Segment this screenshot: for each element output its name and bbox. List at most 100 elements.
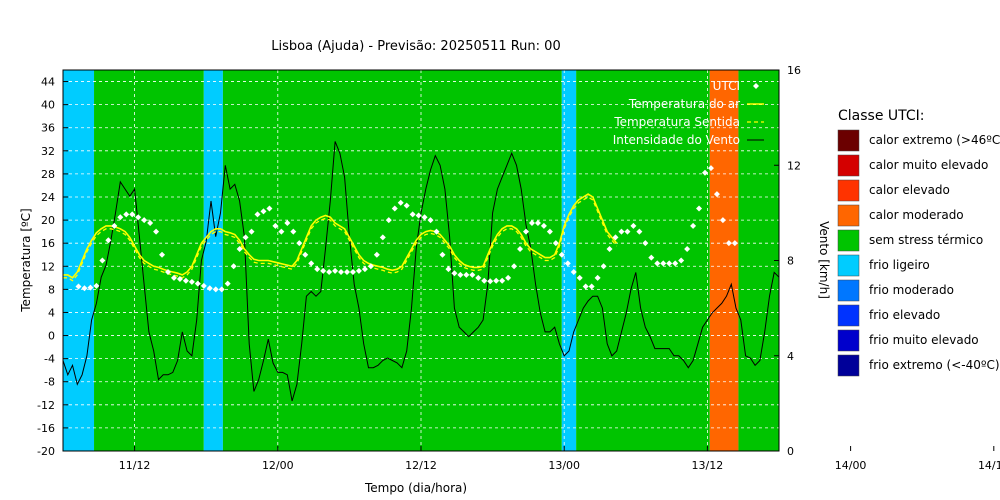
utci-point xyxy=(511,263,518,270)
utci-point xyxy=(367,263,374,270)
x-tick-label: 12/00 xyxy=(262,459,294,472)
utci-point xyxy=(349,269,356,276)
utci-point xyxy=(230,263,237,270)
utci-point xyxy=(505,274,512,281)
utci-class-label: sem stress térmico xyxy=(869,233,983,247)
utci-point xyxy=(546,228,553,235)
utci-point xyxy=(332,267,339,274)
wind-series xyxy=(62,141,780,402)
legend-label: Intensidade do Vento xyxy=(613,133,740,147)
utci-point xyxy=(284,219,291,226)
utci-point xyxy=(534,219,541,226)
utci-point xyxy=(296,240,303,247)
class-band xyxy=(738,70,779,451)
utci-point xyxy=(594,274,601,281)
y-tick-label: 24 xyxy=(41,191,55,204)
y-axis-label: Temperatura [ºC] xyxy=(19,208,33,312)
utci-point xyxy=(403,202,410,209)
utci-point xyxy=(159,251,166,258)
utci-class-swatch xyxy=(837,154,860,177)
utci-point xyxy=(642,240,649,247)
utci-class-label: frio moderado xyxy=(869,283,954,297)
utci-series xyxy=(75,165,738,293)
utci-point xyxy=(87,284,94,291)
y-tick-label: 12 xyxy=(41,260,55,273)
y-tick-label: 28 xyxy=(41,168,55,181)
y-tick-label: 0 xyxy=(48,330,55,343)
utci-point xyxy=(719,217,726,224)
utci-point xyxy=(445,266,452,273)
utci-point xyxy=(582,283,589,290)
utci-point xyxy=(165,269,172,276)
y-tick-label: -12 xyxy=(37,399,55,412)
utci-point xyxy=(576,274,583,281)
class-band xyxy=(561,70,577,451)
utci-class-swatch xyxy=(837,204,860,227)
y-tick-label: 16 xyxy=(41,237,55,250)
utci-point xyxy=(248,228,255,235)
utci-point xyxy=(266,205,273,212)
class-band xyxy=(709,70,739,451)
utci-point xyxy=(153,228,160,235)
utci-point xyxy=(409,211,416,218)
legend-label: Temperatura do ar xyxy=(628,97,740,111)
x-tick-label: 11/12 xyxy=(119,459,151,472)
utci-point xyxy=(338,269,345,276)
utci-point xyxy=(135,214,142,221)
apparent-temperature-series xyxy=(63,196,618,282)
utci-point xyxy=(308,260,315,267)
utci-point xyxy=(314,266,321,273)
utci-point xyxy=(182,277,189,284)
y-tick-label: 40 xyxy=(41,99,55,112)
utci-point xyxy=(302,251,309,258)
utci-point xyxy=(326,269,333,276)
utci-point xyxy=(648,254,655,261)
y2-tick-label: 0 xyxy=(787,445,794,458)
utci-point xyxy=(487,278,494,285)
x-axis-label: Tempo (dia/hora) xyxy=(364,481,467,495)
utci-point xyxy=(570,269,577,276)
y2-tick-label: 8 xyxy=(787,255,794,268)
utci-class-label: frio elevado xyxy=(869,308,940,322)
utci-point xyxy=(528,219,535,226)
utci-class-label: frio extremo (<-40ºC) xyxy=(869,358,1000,372)
legend-label: UTCI xyxy=(713,79,740,93)
utci-point xyxy=(254,211,261,218)
class-band xyxy=(576,70,710,451)
y2-tick-label: 12 xyxy=(787,159,801,172)
utci-class-bands xyxy=(63,70,779,451)
utci-class-swatch xyxy=(837,179,860,202)
utci-point xyxy=(272,222,279,229)
y-tick-label: -8 xyxy=(44,376,55,389)
y-tick-label: -4 xyxy=(44,353,55,366)
utci-point xyxy=(564,260,571,267)
grid-lines xyxy=(63,70,995,452)
utci-point xyxy=(523,228,530,235)
x-tick-label: 14/00 xyxy=(835,459,867,472)
y-tick-label: -20 xyxy=(37,445,55,458)
utci-point xyxy=(552,240,559,247)
utci-class-swatch xyxy=(837,304,860,327)
class-band xyxy=(63,70,95,451)
utci-point xyxy=(725,240,732,247)
utci-point xyxy=(81,285,88,292)
utci-point xyxy=(397,199,404,206)
utci-point xyxy=(690,222,697,229)
utci-point xyxy=(379,234,386,241)
air-temperature-line xyxy=(63,193,618,279)
utci-point xyxy=(129,211,136,218)
utci-point xyxy=(469,271,476,278)
utci-point xyxy=(385,217,392,224)
utci-legend-title: Classe UTCI: xyxy=(838,108,925,124)
utci-class-swatch xyxy=(837,279,860,302)
utci-point xyxy=(421,214,428,221)
utci-point xyxy=(200,282,207,289)
utci-point xyxy=(600,263,607,270)
utci-point xyxy=(672,260,679,267)
utci-class-label: calor moderado xyxy=(869,208,964,222)
utci-point xyxy=(618,228,625,235)
utci-class-swatch xyxy=(837,129,860,152)
utci-point xyxy=(361,266,368,273)
class-band xyxy=(203,70,223,451)
